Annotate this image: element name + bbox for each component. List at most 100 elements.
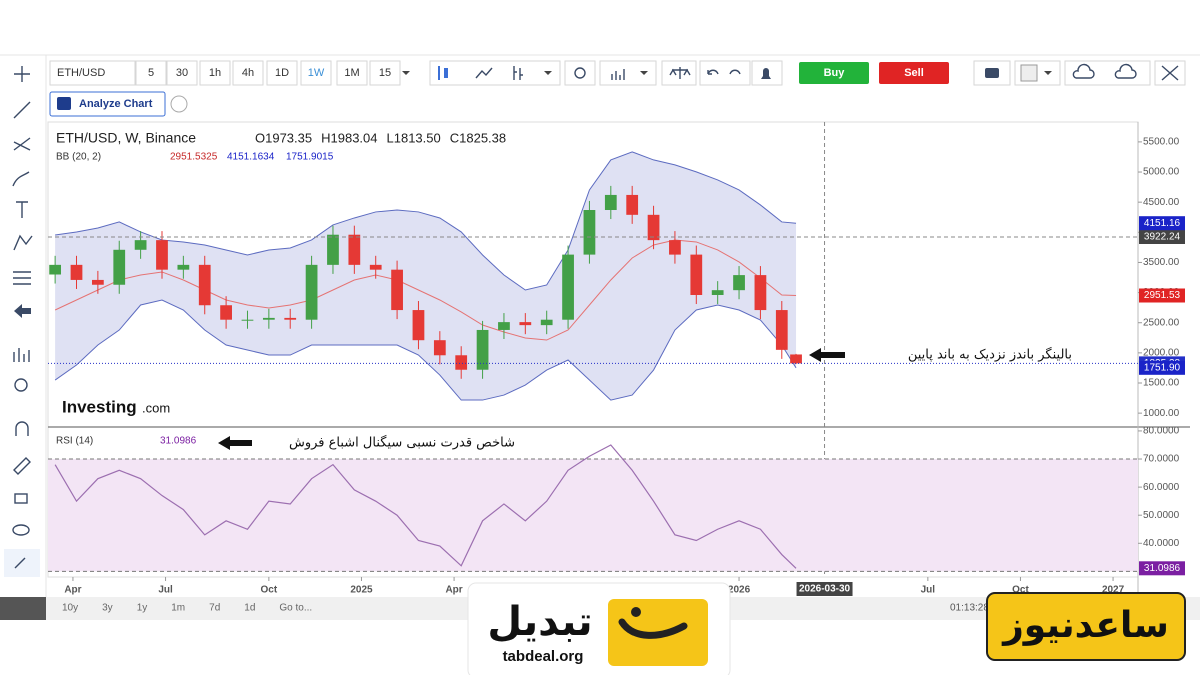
range-button[interactable]: 1y	[137, 603, 148, 614]
chart-type-group[interactable]	[429, 60, 561, 86]
info-icon[interactable]	[170, 95, 188, 113]
analyze-label[interactable]: Analyze Chart	[79, 98, 153, 110]
interval-button[interactable]	[336, 60, 368, 86]
interval-button[interactable]	[369, 60, 401, 86]
symbol-box[interactable]	[49, 60, 136, 86]
rsi-value: 31.0986	[160, 436, 197, 447]
interval-bar: 5 30 1h 4h 1D 1W 1M 15	[135, 60, 410, 86]
y-tick-label: 1500.00	[1143, 378, 1180, 389]
buy-label[interactable]: Buy	[824, 67, 846, 79]
icon	[611, 69, 625, 80]
arrow	[218, 436, 252, 450]
interval-label[interactable]: 5	[148, 67, 154, 79]
watermark-suffix: .com	[142, 400, 170, 415]
pattern-tool[interactable]	[13, 234, 33, 251]
bb-upper: 4151.1634	[227, 152, 275, 163]
settings[interactable]	[564, 60, 596, 86]
sell-label[interactable]: Sell	[904, 67, 924, 79]
magnet-tool[interactable]	[15, 421, 29, 436]
interval-label[interactable]: 1W	[308, 67, 325, 79]
range-button[interactable]: 10y	[62, 603, 78, 614]
candle-body	[540, 319, 553, 326]
rsi-label: RSI (14)	[56, 436, 93, 447]
interval-button[interactable]	[232, 60, 264, 86]
line-tool[interactable]	[13, 101, 31, 119]
watermark-brand: Investing	[62, 397, 137, 416]
link-highlight	[4, 549, 40, 577]
date-tag-label: 2026-03-30	[799, 584, 851, 595]
crosshair-tool[interactable]	[14, 66, 30, 82]
icon	[574, 67, 586, 79]
icon	[513, 66, 523, 80]
icon	[444, 68, 448, 78]
sell-button[interactable]	[879, 62, 949, 84]
candle-body	[754, 275, 767, 311]
interval-button[interactable]	[300, 60, 332, 86]
y-tick-label: 80.0000	[1143, 426, 1180, 437]
interval-label[interactable]: 4h	[242, 67, 254, 79]
back-tool[interactable]	[14, 304, 31, 318]
interval-button[interactable]	[199, 60, 231, 86]
indicator-tool[interactable]	[13, 348, 30, 362]
interval-button[interactable]	[166, 60, 198, 86]
band-annotation: بالینگر باندز نزدیک به باند پایین	[908, 347, 1072, 363]
analyze-button[interactable]	[49, 91, 166, 117]
icon	[729, 69, 741, 75]
icon	[438, 66, 440, 80]
candle-body	[690, 254, 703, 295]
plot: 1000.001500.002000.002500.003000.003500.…	[48, 122, 1185, 596]
fib-tool[interactable]	[13, 137, 31, 151]
text-tool[interactable]	[16, 201, 28, 218]
x-tick-label: Oct	[1012, 585, 1029, 596]
symbol[interactable]: ETH/USD	[57, 67, 105, 79]
pencil-tool[interactable]	[13, 457, 31, 475]
measure-tool[interactable]	[13, 271, 31, 285]
icon	[1161, 65, 1179, 81]
level-fill	[48, 459, 1138, 572]
interval-label[interactable]: 30	[176, 67, 188, 79]
interval-button[interactable]	[266, 60, 298, 86]
ai-icon	[57, 97, 71, 110]
legend-title: ETH/USD, W, Binance	[56, 130, 196, 146]
range-button[interactable]: Go to...	[279, 603, 312, 614]
eye-tool[interactable]	[12, 524, 30, 536]
link-tool[interactable]	[14, 557, 26, 569]
interval-label[interactable]: 1M	[344, 67, 359, 79]
cloud[interactable]	[1064, 60, 1151, 86]
price-tag-label: 4151.16	[1144, 218, 1181, 229]
range-button[interactable]: 7d	[209, 603, 220, 614]
price-tag-label: 2951.53	[1144, 290, 1181, 301]
interval-label[interactable]: 1h	[209, 67, 221, 79]
alert[interactable]	[751, 60, 783, 86]
icon	[1072, 63, 1095, 79]
range-button[interactable]: 3y	[102, 603, 113, 614]
x-tick-label: Apr	[64, 585, 81, 596]
rsi-line	[54, 444, 797, 569]
y-tick-label: 70.0000	[1143, 454, 1180, 465]
clock: 01:13:28	[950, 603, 989, 614]
range-button[interactable]: 1m	[171, 603, 185, 614]
buy-button[interactable]	[799, 62, 869, 84]
saatnews-logo	[986, 592, 1186, 661]
interval-label[interactable]: 15	[379, 67, 391, 79]
zoom-tool[interactable]	[14, 378, 28, 392]
candle-body	[669, 240, 681, 255]
x-tick-label: Oct	[261, 585, 278, 596]
interval-label[interactable]: 1D	[275, 67, 289, 79]
sidebar	[0, 55, 47, 620]
x-tick-label: Jul	[158, 585, 173, 596]
y-tick-label: 4500.00	[1143, 197, 1180, 208]
candle-body	[70, 264, 83, 280]
icon	[707, 69, 719, 75]
brush-tool[interactable]	[12, 171, 30, 187]
interval-button[interactable]	[135, 60, 167, 86]
bb-middle: 2951.5325	[170, 152, 218, 163]
candle-body	[626, 194, 639, 215]
sidebar-foot	[0, 597, 46, 620]
range-button[interactable]: 1d	[244, 603, 255, 614]
indicators[interactable]	[599, 60, 657, 86]
rsi-annotation: شاخص قدرت نسبی سیگنال اشباع فروش	[289, 435, 515, 451]
compare[interactable]	[661, 60, 697, 86]
lock-tool[interactable]	[14, 493, 28, 504]
